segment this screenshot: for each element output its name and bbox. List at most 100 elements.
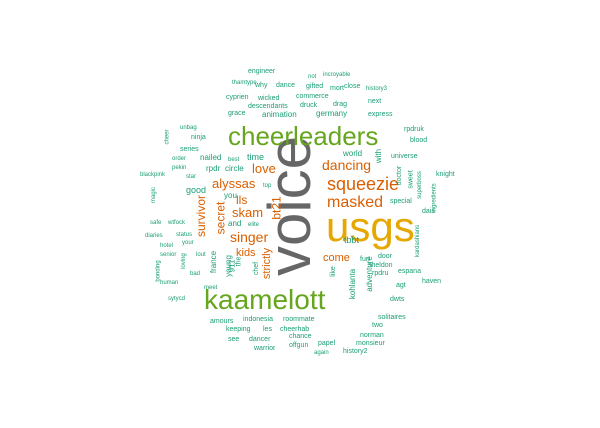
- word-dancing: dancing: [322, 157, 372, 173]
- word-you: you: [224, 191, 237, 200]
- word-alyssas: alyssas: [212, 176, 256, 191]
- word-survivor: survivor: [194, 194, 209, 238]
- word-loving: loving: [180, 253, 187, 269]
- word-offgun: offgun: [289, 342, 309, 349]
- word-dancer: dancer: [249, 336, 271, 343]
- word-status: status: [176, 232, 193, 238]
- word-wicked: wicked: [258, 95, 280, 102]
- word-love: love: [252, 161, 276, 176]
- word-meet: meet: [204, 285, 218, 291]
- word-monsieur: monsieur: [356, 340, 385, 347]
- word-commerce: commerce: [296, 93, 329, 100]
- word-rpdr: rpdr: [206, 164, 221, 173]
- word-superboss: superboss: [416, 171, 423, 199]
- word-doctor: doctor: [396, 165, 404, 186]
- word-blood: blood: [410, 137, 428, 144]
- word-come: come: [323, 252, 350, 264]
- word-rpdruk: rpdruk: [404, 126, 424, 133]
- word-singer: singer: [230, 229, 269, 245]
- word-blackpink: blackpink: [140, 172, 166, 178]
- word-amours: amours: [210, 318, 234, 325]
- word-kids: kids: [236, 247, 256, 259]
- word-espana: espana: [398, 268, 421, 275]
- word-human: human: [160, 280, 179, 286]
- word-usgs: usgs: [326, 203, 415, 250]
- word-drag: drag: [333, 101, 348, 108]
- word-cheerleaders: cheerleaders: [228, 121, 379, 151]
- word-circle: circle: [225, 164, 244, 173]
- word-mort: mort: [330, 85, 344, 92]
- word-top: top: [263, 183, 272, 189]
- word-good: good: [186, 185, 207, 195]
- word-ninja: ninja: [191, 134, 206, 141]
- word-your: your: [182, 240, 194, 246]
- word-best: best: [228, 157, 240, 163]
- word-fun: fun: [360, 256, 370, 263]
- word-not: not: [308, 74, 317, 80]
- word-bonding: bonding: [155, 260, 162, 282]
- word-haven: haven: [422, 278, 442, 285]
- word-skam: skam: [232, 205, 264, 220]
- word-star: star: [186, 174, 197, 180]
- word-diaries: diaries: [145, 233, 163, 239]
- word-lout: lout: [196, 252, 206, 258]
- word-senior: senior: [160, 252, 177, 258]
- word-thamtype: thamtype: [232, 80, 257, 86]
- word-chef: chef: [253, 261, 261, 276]
- word-animation: animation: [262, 110, 297, 119]
- word-strictly: strictly: [261, 247, 274, 280]
- word-elite: elite: [248, 222, 260, 228]
- word-germany: germany: [316, 109, 348, 118]
- word-sweet: sweet: [407, 170, 415, 189]
- word-druck: druck: [300, 102, 318, 109]
- word-roommate: roommate: [283, 316, 315, 323]
- word-history2: history2: [343, 348, 368, 355]
- word-warrior: warrior: [254, 345, 276, 352]
- word-dais: dais: [422, 208, 435, 215]
- word-bt21: bt21: [269, 196, 284, 220]
- word-dwts: dwts: [390, 296, 405, 303]
- word-universe: universe: [391, 153, 418, 160]
- word-squeezie: squeezie: [327, 174, 400, 194]
- word-chance: chance: [289, 333, 312, 340]
- word-again: again: [314, 350, 329, 356]
- word-norman: norman: [360, 332, 384, 339]
- word-keeping: keeping: [226, 326, 251, 333]
- word-sytycd: sytycd: [168, 296, 186, 302]
- word-tbbt: tbbt: [344, 235, 360, 245]
- word-see: see: [228, 336, 240, 343]
- word-close: close: [344, 83, 361, 90]
- word-secret: secret: [213, 201, 228, 235]
- word-safe: safe: [150, 220, 162, 226]
- word-france: france: [209, 250, 219, 274]
- word-kaamelott: kaamelott: [204, 284, 326, 315]
- word-and: and: [228, 219, 242, 228]
- word-descendants: descendants: [248, 103, 288, 110]
- word-time: time: [247, 152, 265, 162]
- word-engineer: engineer: [248, 68, 276, 75]
- word-world: world: [343, 149, 363, 158]
- word-solitaires: solitaires: [378, 314, 406, 321]
- word-cheer: cheer: [164, 129, 171, 145]
- word-papel: papel: [318, 340, 336, 347]
- word-lls: lls: [236, 193, 248, 207]
- word-magic: magic: [151, 186, 158, 204]
- word-knight: knight: [436, 171, 455, 178]
- word-cyprien: cyprien: [226, 94, 249, 101]
- word-bad: bad: [190, 271, 201, 277]
- word-door: door: [378, 253, 393, 260]
- word-next: next: [368, 98, 382, 105]
- word-express: express: [368, 111, 393, 118]
- word-order: order: [172, 156, 187, 162]
- word-dance: dance: [276, 82, 296, 89]
- word-like: like: [329, 266, 337, 277]
- word-kardashians: kardashians: [415, 224, 422, 258]
- word-cheerhab: cheerhab: [280, 326, 310, 333]
- word-incroyable: incroyable: [323, 72, 351, 78]
- word-wtfock: wtfock: [168, 220, 186, 226]
- word-ingredients: ingredients: [431, 183, 438, 213]
- word-two: two: [372, 322, 383, 329]
- word-kohlanta: kohlanta: [348, 268, 358, 300]
- word-sheldon: sheldon: [368, 262, 393, 269]
